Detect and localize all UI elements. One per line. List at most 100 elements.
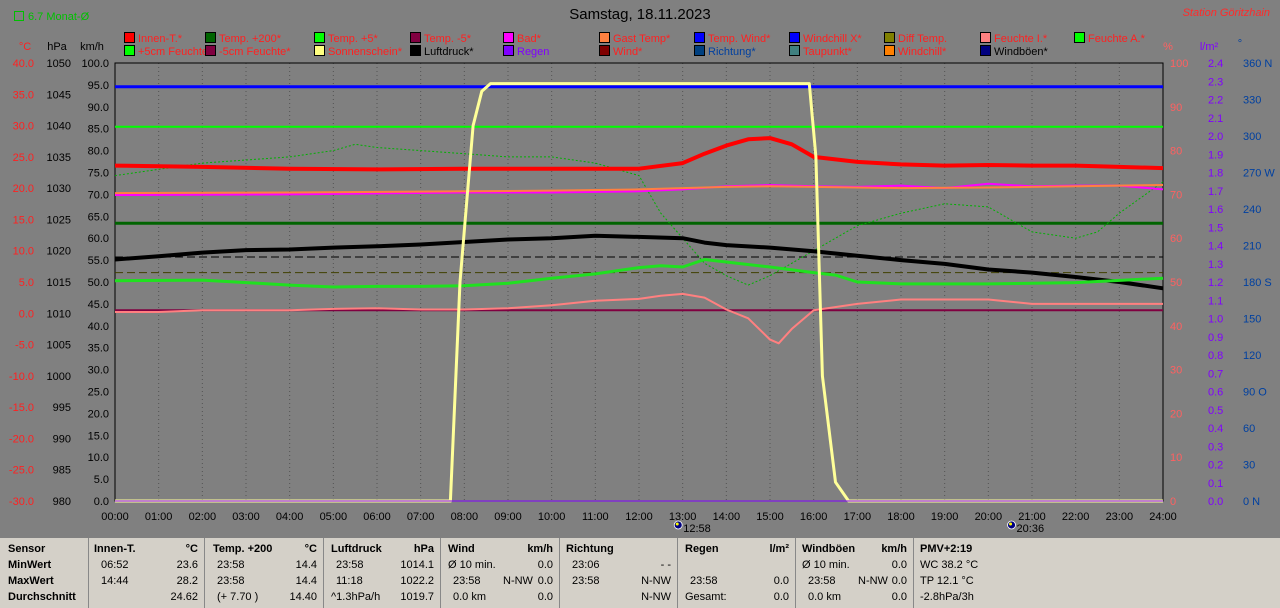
tick-label-wind: 20.0 (88, 408, 109, 420)
legend-item[interactable]: Feuchte I.* (980, 32, 1047, 45)
legend-label: Regen (517, 46, 550, 58)
stats-innen-max-time: 14:44 (101, 575, 129, 587)
stats-header-pmv: PMV+2:19 (920, 543, 973, 555)
legend-label: Temp. -5* (424, 33, 472, 45)
checkbox-icon[interactable] (14, 11, 24, 21)
stats-col-wind: Wind km/h Ø 10 min. 0.0 23:58 N-NW 0.0 0… (441, 538, 560, 608)
legend-item[interactable]: Windböen* (980, 45, 1048, 58)
tick-label-temp: 0.0 (19, 308, 34, 320)
stats-label-avg: Durchschnitt (8, 591, 76, 603)
tick-label-pressure: 1040 (47, 121, 71, 133)
tick-label-temp: -25.0 (9, 465, 34, 477)
sun-marker-set-icon (1009, 522, 1013, 526)
legend-swatch (503, 45, 514, 56)
tick-label-humidity: 50 (1170, 277, 1182, 289)
tick-label-wind: 70.0 (88, 189, 109, 201)
legend-swatch (314, 32, 325, 43)
legend-item[interactable]: Wind* (599, 45, 642, 58)
legend-item[interactable]: +5cm Feuchte* (124, 45, 212, 58)
stats-wind-max: 0.0 (537, 575, 553, 587)
legend-item[interactable]: Taupunkt* (789, 45, 852, 58)
legend-item[interactable]: Temp. Wind* (694, 32, 770, 45)
legend-item[interactable]: Gast Temp* (599, 32, 670, 45)
stats-luftdruck-max-time: 11:18 (336, 575, 363, 587)
stats-luftdruck-trend: ^1.3hPa/h (331, 591, 381, 603)
tick-label-rain: 0.4 (1208, 423, 1223, 435)
legend-item[interactable]: Feuchte A.* (1074, 32, 1145, 45)
legend-item[interactable]: Temp. +5* (314, 32, 378, 45)
tick-label-pressure: 1015 (47, 277, 71, 289)
tick-label-time: 24:00 (1149, 511, 1177, 523)
legend-label: Richtung* (708, 46, 756, 58)
legend-item[interactable]: -5cm Feuchte* (205, 45, 291, 58)
stats-innen-min-time: 06:52 (101, 559, 129, 571)
stats-col-innen: Innen-T. °C 06:52 23.6 14:44 28.2 24.62 (89, 538, 205, 608)
tick-label-wind: 40.0 (88, 321, 109, 333)
legend-swatch (314, 45, 325, 56)
stats-boeen-avg: 0.0 (891, 591, 907, 603)
tick-label-temp: 5.0 (19, 277, 34, 289)
tick-label-pressure: 1030 (47, 183, 71, 195)
stats-richtung-min-time: 23:06 (572, 559, 600, 571)
tick-label-humidity: 30 (1170, 365, 1182, 377)
tick-label-direction: 360 N (1243, 58, 1272, 70)
tick-label-wind: 100.0 (81, 58, 109, 70)
tick-label-rain: 0.0 (1208, 496, 1223, 508)
tick-label-temp: -15.0 (9, 402, 34, 414)
tick-label-rain: 1.5 (1208, 222, 1223, 234)
tick-label-rain: 1.4 (1208, 241, 1223, 253)
tick-label-time: 11:00 (582, 511, 609, 523)
legend-swatch (410, 32, 421, 43)
stats-boeen-distance: 0.0 km (808, 591, 842, 603)
legend-label: Temp. +200* (219, 33, 282, 45)
axis-unit-temp: °C (19, 41, 31, 53)
stats-innen-min: 23.6 (176, 559, 198, 571)
stats-temp200-min: 14.4 (295, 559, 317, 571)
tick-label-pressure: 1005 (47, 340, 71, 352)
tick-label-direction: 210 (1243, 241, 1261, 253)
legend-swatch (124, 45, 135, 56)
tick-label-rain: 2.4 (1208, 58, 1223, 70)
tick-label-wind: 80.0 (88, 146, 109, 158)
legend-item[interactable]: Bad* (503, 32, 541, 45)
tick-label-temp: -5.0 (15, 340, 34, 352)
stats-temp200-avg-label: (+ 7.70 ) (217, 591, 259, 603)
tick-label-direction: 60 (1243, 423, 1255, 435)
legend-item[interactable]: Diff Temp. (884, 32, 947, 45)
stats-wind-avg: 0.0 (537, 591, 553, 603)
legend-label: Bad* (517, 33, 541, 45)
legend-item[interactable]: Temp. -5* (410, 32, 471, 45)
tick-label-wind: 10.0 (88, 452, 109, 464)
stats-col-temp200: Temp. +200 °C 23:58 14.4 23:58 14.4 (+ 7… (205, 538, 324, 608)
legend-item[interactable]: Temp. +200* (205, 32, 281, 45)
tick-label-humidity: 90 (1170, 102, 1182, 114)
legend-label: Temp. +5* (328, 33, 378, 45)
tick-label-time: 09:00 (494, 511, 522, 523)
legend-item[interactable]: Windchill X* (789, 32, 862, 45)
tick-label-temp: 20.0 (13, 183, 34, 195)
legend-swatch (599, 45, 610, 56)
stats-richtung-max-time: 23:58 (572, 575, 600, 587)
legend-item[interactable]: Windchill* (884, 45, 946, 58)
legend-item[interactable]: Innen-T.* (124, 32, 182, 45)
stats-header-boeen: Windböen (802, 543, 856, 555)
legend-item[interactable]: Richtung* (694, 45, 756, 58)
monthly-average-toggle[interactable]: 6.7 Monat-Ø (14, 11, 89, 23)
legend-swatch (124, 32, 135, 43)
stats-label-max: MaxWert (8, 575, 54, 587)
tick-label-direction: 240 (1243, 204, 1261, 216)
tick-label-time: 23:00 (1106, 511, 1134, 523)
series-line (114, 143, 1164, 286)
legend-item[interactable]: Luftdruck* (410, 45, 474, 58)
stats-wind-max-time: 23:58 (453, 575, 481, 587)
legend-item[interactable]: Regen (503, 45, 549, 58)
legend-swatch (884, 32, 895, 43)
tick-label-time: 19:00 (931, 511, 959, 523)
tick-label-time: 15:00 (756, 511, 784, 523)
legend-item[interactable]: Sonnenschein* (314, 45, 402, 58)
legend-label: Gast Temp* (613, 33, 671, 45)
tick-label-time: 13:00 (669, 511, 697, 523)
tick-label-pressure: 990 (53, 433, 71, 445)
legend-label: Wind* (613, 46, 643, 58)
